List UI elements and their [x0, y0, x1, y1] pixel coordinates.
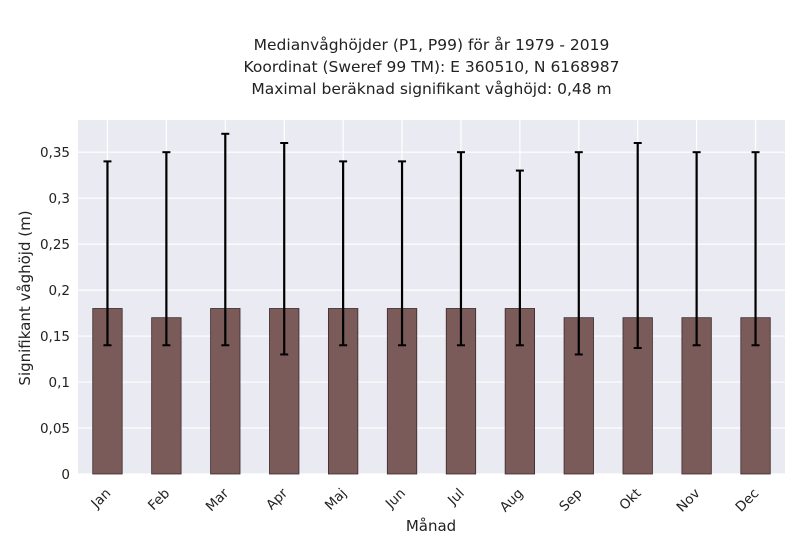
- x-tick-label: Maj: [322, 486, 350, 514]
- x-tick-label: Apr: [263, 485, 291, 513]
- y-tick-label: 0: [61, 467, 70, 483]
- x-tick-label: Aug: [497, 486, 527, 516]
- y-tick-label: 0,35: [40, 145, 70, 161]
- error-bars: [103, 132, 760, 356]
- x-tick-label: Jun: [382, 486, 409, 513]
- y-tick-labels: 0 0,05 0,1 0,15 0,2 0,25 0,3 0,35: [40, 145, 70, 483]
- chart-title-line-2: Koordinat (Sweref 99 TM): E 360510, N 61…: [243, 58, 620, 76]
- y-tick-label: 0,05: [40, 421, 70, 437]
- y-tick-label: 0,15: [40, 329, 70, 345]
- plot-area: [78, 120, 785, 474]
- chart-title: Medianvåghöjder (P1, P99) för år 1979 - …: [78, 34, 785, 100]
- x-tick-label: Jul: [444, 486, 468, 510]
- chart-title-line-1: Medianvåghöjder (P1, P99) för år 1979 - …: [253, 36, 610, 54]
- x-tick-label: Sep: [556, 486, 585, 515]
- y-axis-label: Signifikant våghöjd (m): [16, 210, 34, 385]
- y-tick-label: 0,1: [49, 375, 70, 391]
- x-tick-labels: Jan Feb Mar Apr Maj Jun Jul Aug Sep Okt Nov Dec: [88, 485, 763, 515]
- x-tick-label: Okt: [616, 486, 644, 514]
- y-tick-label: 0,2: [49, 283, 70, 299]
- x-tick-label: Feb: [145, 486, 173, 514]
- y-tick-label: 0,25: [40, 237, 70, 253]
- x-axis-label: Månad: [406, 517, 456, 535]
- x-tick-label: Dec: [733, 486, 763, 516]
- x-tick-label: Nov: [674, 486, 704, 516]
- x-tick-label: Mar: [203, 485, 233, 515]
- y-tick-label: 0,3: [49, 191, 70, 207]
- x-tick-label: Jan: [88, 486, 115, 513]
- chart-title-line-3: Maximal beräknad signifikant våghöjd: 0,…: [251, 80, 612, 98]
